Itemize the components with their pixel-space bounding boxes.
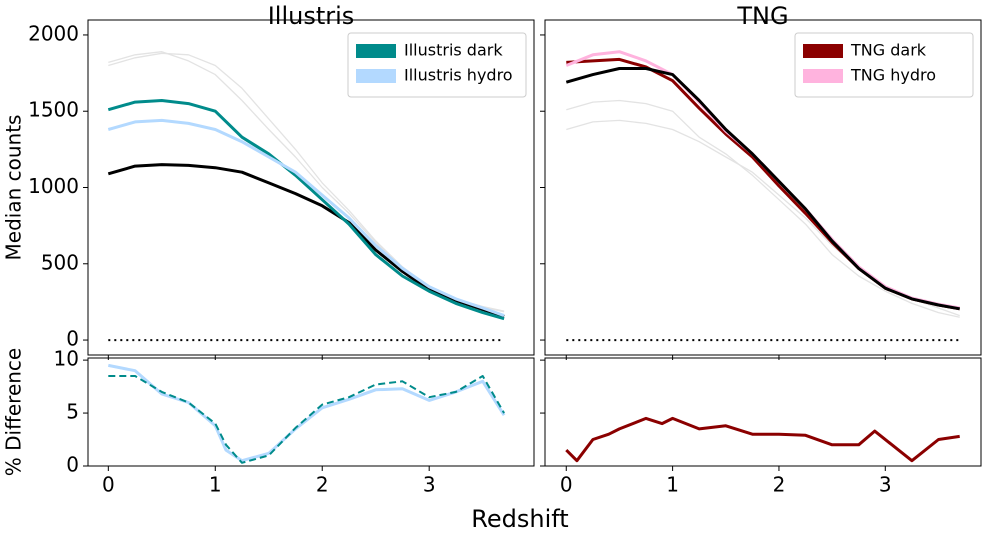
- y-axis-label: Median counts: [2, 115, 26, 261]
- y-tick-label: 10: [54, 347, 79, 371]
- x-tick-label: 3: [423, 473, 436, 497]
- x-tick-label: 0: [560, 473, 573, 497]
- series-line: [107, 118, 505, 318]
- plot-frame: [544, 19, 982, 356]
- plot-frame: [87, 19, 535, 356]
- chart-title: TNG: [736, 2, 788, 30]
- legend-label: Illustris dark: [404, 41, 503, 60]
- x-tick-label: 2: [316, 473, 329, 497]
- y-axis-label: % Difference: [2, 348, 26, 476]
- plot-frame: [87, 357, 535, 467]
- chart-title: Illustris: [268, 2, 355, 30]
- legend-swatch: [803, 44, 843, 58]
- series-line: [108, 375, 505, 464]
- x-tick-label: 1: [666, 473, 679, 497]
- legend-swatch: [356, 69, 396, 83]
- series-line: [565, 67, 960, 311]
- x-tick-label: 0: [102, 473, 115, 497]
- series-line: [108, 363, 506, 463]
- y-tick-label: 2000: [28, 21, 79, 45]
- series-line: [107, 163, 505, 318]
- legend-swatch: [356, 44, 396, 58]
- series-line: [566, 99, 960, 318]
- x-tick-label: 2: [773, 473, 786, 497]
- y-tick-label: 5: [66, 400, 79, 424]
- plot-frame: [544, 357, 982, 467]
- legend-label: TNG dark: [850, 41, 927, 60]
- legend-label: TNG hydro: [850, 66, 936, 85]
- y-tick-label: 0: [66, 453, 79, 477]
- y-tick-label: 1000: [28, 174, 79, 198]
- legend-label: Illustris hydro: [404, 66, 513, 85]
- y-tick-label: 1500: [28, 98, 79, 122]
- y-tick-label: 500: [41, 250, 79, 274]
- y-tick-label: 0: [66, 327, 79, 351]
- x-tick-label: 3: [879, 473, 892, 497]
- series-line: [565, 416, 960, 463]
- series-line: [566, 119, 960, 317]
- figure-x-label: Redshift: [471, 505, 568, 533]
- series-line: [107, 99, 505, 321]
- legend-swatch: [803, 69, 843, 83]
- x-tick-label: 1: [209, 473, 222, 497]
